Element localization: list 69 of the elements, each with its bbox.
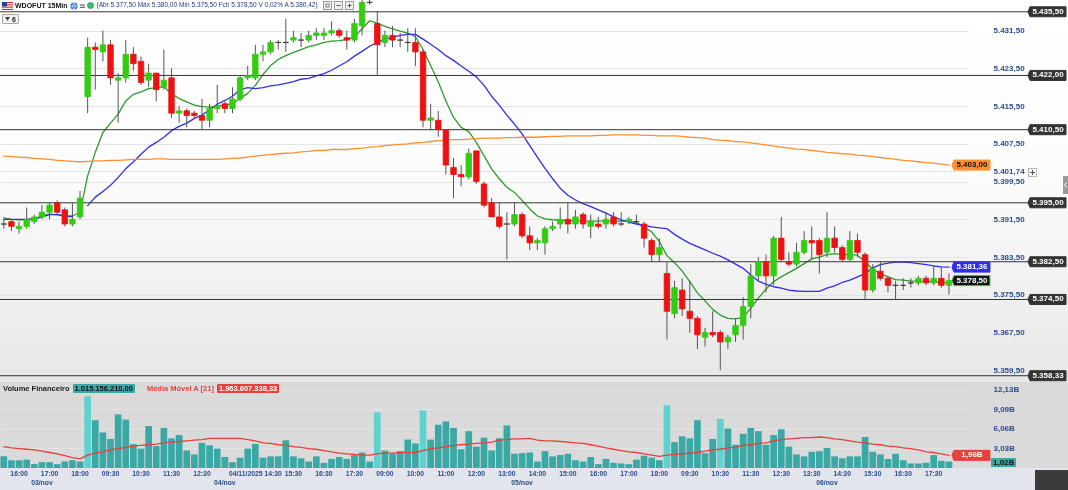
candlestick — [564, 202, 571, 234]
text: 5.378,50 — [956, 275, 988, 285]
y-tick-label: 5.431,50 — [993, 26, 1026, 36]
y-tick-label: 5.359,50 — [993, 365, 1026, 375]
candlestick — [846, 230, 853, 263]
candlestick — [92, 41, 99, 91]
y-tick-label: 3,03B — [993, 443, 1016, 453]
candlestick — [648, 237, 655, 263]
candlestick — [823, 211, 831, 258]
candlestick — [640, 221, 648, 249]
candlestick — [587, 214, 594, 239]
y-tick-label: 5.407,50 — [993, 139, 1026, 149]
candlestick — [938, 265, 945, 289]
y-tick-label: 12,13B — [993, 385, 1020, 395]
candlestick — [175, 105, 183, 124]
candlestick — [153, 72, 160, 102]
candlestick — [145, 63, 152, 88]
data-label: 5.381,36 — [956, 262, 989, 272]
candlestick — [557, 207, 564, 230]
candlestick — [297, 32, 305, 48]
candlestick — [854, 232, 861, 258]
candlestick — [69, 202, 76, 227]
ref-line-label: 5.422,00 — [1032, 70, 1065, 80]
candlestick — [778, 216, 785, 263]
y-tick-label: 5.423,50 — [993, 63, 1026, 73]
candlestick — [503, 211, 511, 260]
candlestick — [99, 30, 107, 62]
ref-line-label: 5.374,50 — [1032, 294, 1065, 304]
candlestick — [602, 211, 610, 230]
data-label: 5.403,00 — [956, 160, 989, 170]
ref-line-label: 5.395,00 — [1032, 197, 1065, 207]
candlestick — [656, 237, 663, 263]
candlestick — [679, 277, 686, 317]
y-tick-label: 5.367,50 — [993, 327, 1026, 337]
candlestick — [221, 100, 228, 114]
candlestick — [465, 148, 472, 180]
y-tick-label: 5.375,50 — [993, 290, 1026, 300]
y-tick-label: 5.383,50 — [993, 252, 1026, 262]
candlestick — [374, 11, 381, 76]
candlestick — [511, 202, 518, 227]
y-tick-label: 5.415,50 — [993, 101, 1026, 111]
candlestick — [427, 103, 434, 131]
ref-line-label: 5.410,50 — [1032, 124, 1065, 134]
y-tick-label: 5.399,50 — [993, 177, 1026, 187]
ref-line-label: 5.358,33 — [1032, 370, 1065, 380]
bar — [84, 396, 92, 468]
bar — [373, 412, 381, 468]
y-tick-label: 5.391,50 — [993, 214, 1026, 224]
candlestick — [785, 251, 793, 267]
bar — [716, 418, 724, 468]
ref-line-label: 5.435,50 — [1032, 6, 1065, 16]
candlestick — [762, 254, 770, 293]
candlestick — [930, 265, 937, 286]
ref-line-label: 5.382,50 — [1032, 256, 1065, 266]
y-tick-label: 9,09B — [993, 404, 1016, 414]
line-series — [3, 134, 950, 166]
candlestick — [343, 30, 350, 51]
candlestick — [701, 327, 709, 348]
candlestick — [389, 25, 396, 48]
candlestick — [572, 209, 579, 230]
data-label: 1,96B — [961, 450, 983, 460]
candlestick — [724, 334, 732, 350]
candlestick — [381, 30, 389, 48]
text: 1,02B — [991, 457, 1017, 467]
y-tick-label: 5.401,74 — [993, 166, 1026, 176]
candlestick — [869, 263, 876, 293]
y-tick-label: 6,06B — [993, 424, 1016, 434]
candlestick — [160, 49, 168, 91]
candlestick — [76, 190, 84, 220]
